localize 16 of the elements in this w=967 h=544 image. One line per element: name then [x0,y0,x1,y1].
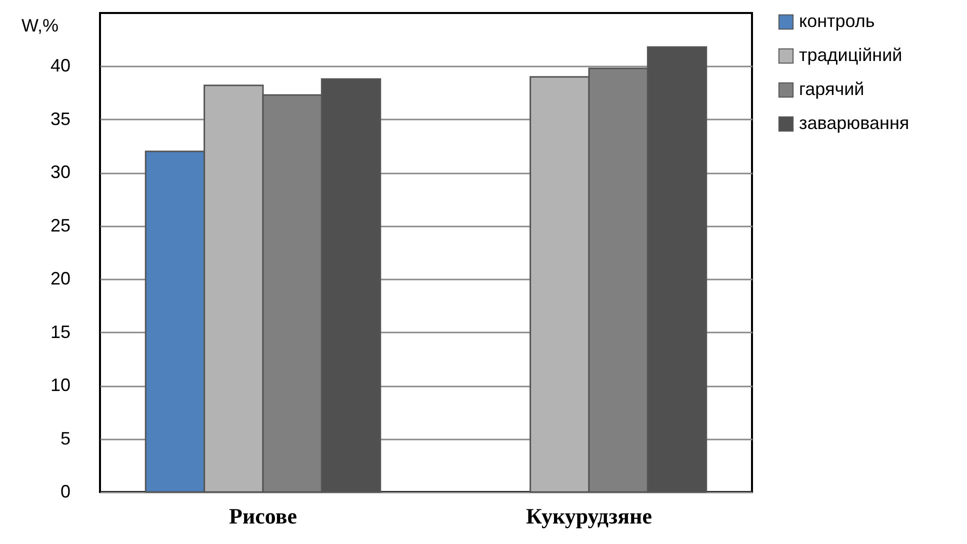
legend-label: заварювання [799,113,910,133]
y-tick-label: 5 [60,428,70,448]
y-tick-label: 25 [50,215,70,236]
legend-label: контроль [799,11,875,31]
y-tick-label: 35 [50,108,70,129]
y-tick-label: 20 [50,268,70,289]
y-tick-label: 40 [50,56,70,76]
legend-label: традиційний [799,45,902,65]
x-tick-label: Кукурудзяне [526,504,652,528]
y-tick-label: 0 [60,482,70,502]
y-axis-title: W,% [21,16,58,36]
y-tick-label: 30 [50,162,70,182]
x-tick-label: Рисове [229,504,298,528]
legend-label: гарячий [799,79,864,99]
y-tick-label: 10 [50,375,70,396]
y-tick-label: 15 [50,322,70,342]
